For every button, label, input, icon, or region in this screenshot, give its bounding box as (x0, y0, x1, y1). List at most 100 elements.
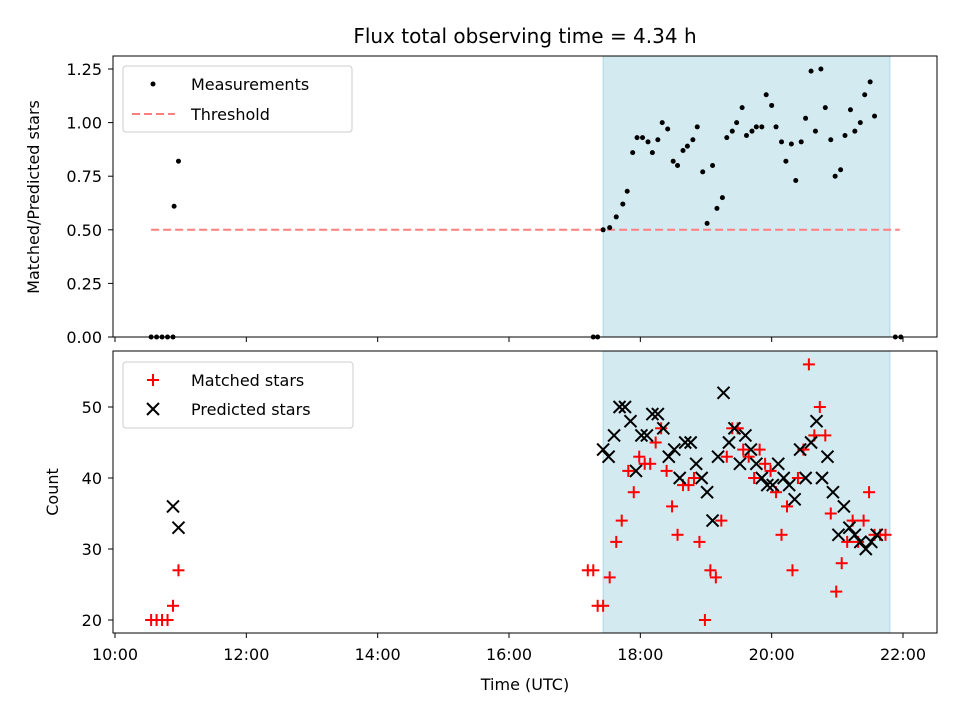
measurement-point (828, 137, 834, 143)
measurement-point (175, 158, 181, 164)
measurement-point (649, 150, 655, 156)
matched-star-point (671, 528, 684, 541)
matched-star-point (660, 464, 673, 477)
top-y-tick-label: 1.00 (66, 114, 102, 133)
x-tick-label: 10:00 (92, 645, 138, 664)
measurement-point (867, 79, 873, 85)
measurement-point (624, 188, 630, 194)
measurement-point (838, 167, 844, 173)
predicted-star-point (831, 528, 846, 542)
top-y-tick-label: 0.50 (66, 221, 102, 240)
matched-star-point (597, 599, 610, 612)
measurement-point (659, 120, 665, 126)
matched-star-point (819, 429, 832, 442)
predicted-star-point (864, 535, 878, 549)
matched-star-point (737, 443, 750, 456)
matched-star-point (824, 507, 837, 520)
legend-predicted-marker (146, 402, 160, 416)
measurement-point (714, 205, 720, 211)
predicted-star-point (826, 485, 840, 499)
predicted-star-point (683, 435, 698, 450)
bottom-y-tick-label: 40 (82, 469, 102, 488)
matched-star-point (633, 450, 646, 463)
predicted-star-point (859, 542, 873, 556)
measurement-point (739, 105, 745, 111)
predicted-star-point (700, 485, 714, 499)
matched-star-point (879, 528, 892, 541)
predicted-star-point (755, 471, 769, 485)
measurement-point (842, 132, 848, 138)
measurement-point (759, 124, 765, 130)
measurement-point (670, 158, 676, 164)
predicted-star-point (842, 520, 857, 535)
legend-threshold-label: Threshold (190, 105, 270, 124)
predicted-star-point (776, 471, 791, 485)
measurement-point (645, 139, 651, 145)
matched-star-point (610, 535, 623, 548)
measurement-point (808, 68, 814, 74)
matched-star-point (693, 535, 706, 548)
bottom-shaded-region (603, 351, 890, 633)
predicted-star-point (623, 414, 638, 428)
measurement-point (769, 102, 775, 108)
matched-star-point (698, 614, 711, 626)
predicted-star-point (618, 400, 632, 414)
predicted-star-point (738, 428, 753, 443)
x-tick-label: 20:00 (749, 645, 795, 664)
predicted-star-point (705, 513, 720, 528)
predicted-star-point (766, 478, 780, 492)
measurement-point (613, 214, 619, 220)
measurement-point (749, 128, 755, 134)
predicted-star-point (166, 499, 180, 514)
predicted-star-point (782, 478, 796, 492)
measurement-point (675, 162, 681, 168)
matched-star-point (603, 571, 616, 584)
legend-measurements-marker (150, 81, 156, 87)
predicted-star-point (733, 457, 747, 471)
measurement-point (793, 177, 799, 183)
predicted-star-point (656, 421, 671, 436)
measurement-point (832, 173, 838, 179)
matched-star-point (786, 564, 799, 577)
bottom-plot-frame (112, 350, 938, 634)
top-shaded-region (603, 56, 890, 337)
predicted-star-point (645, 407, 660, 421)
matched-star-point (687, 472, 700, 484)
x-axis-label: Time (UTC) (480, 675, 569, 694)
measurement-point (812, 128, 818, 134)
bottom-legend: Matched stars Predicted stars (122, 361, 354, 429)
matched-star-point (172, 564, 185, 577)
predicted-star-point (716, 386, 731, 400)
matched-star-point (835, 557, 848, 570)
measurement-point (753, 124, 759, 130)
bottom-y-axis-label: Count (43, 468, 62, 516)
measurement-point (620, 201, 626, 207)
measurement-point (857, 120, 863, 126)
matched-star-point (857, 514, 870, 527)
predicted-star-point (771, 457, 785, 471)
top-panel: 0.00 0.25 0.50 0.75 1.00 1.25 Matched/Predict… (24, 55, 938, 347)
matched-star-point (780, 500, 793, 513)
matched-star-point (161, 614, 174, 626)
chart-title: Flux total observing time = 4.34 h (353, 24, 696, 48)
predicted-star-point (678, 435, 692, 450)
predicted-star-point (804, 435, 818, 450)
measurement-point (852, 128, 858, 134)
predicted-star-point (596, 442, 610, 457)
matched-star-point (791, 472, 804, 484)
matched-star-point (167, 599, 180, 612)
matched-star-point (649, 436, 662, 449)
legend-measurements-label: Measurements (191, 75, 309, 94)
top-plot-frame (112, 55, 938, 338)
measurement-point (798, 139, 804, 145)
measurement-point (783, 158, 789, 164)
matched-star-point (704, 564, 717, 577)
measurement-point (655, 137, 661, 143)
predicted-star-point (787, 492, 802, 507)
predicted-star-point (651, 407, 665, 421)
measurement-point (600, 227, 606, 233)
predicted-star-point (689, 457, 703, 471)
measurement-point (630, 150, 636, 156)
predicted-star-point (798, 471, 813, 485)
